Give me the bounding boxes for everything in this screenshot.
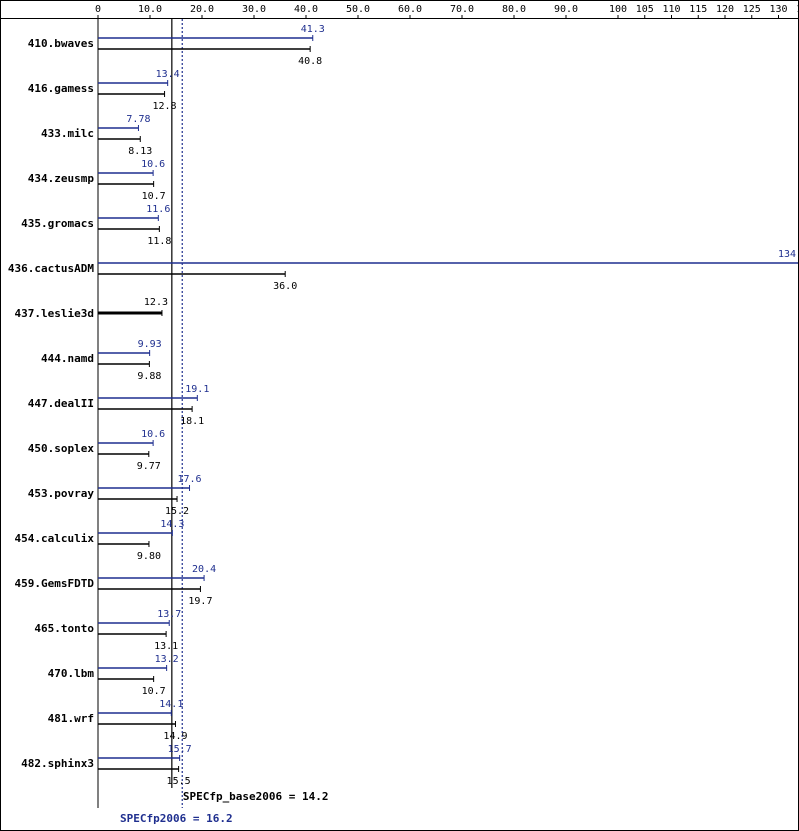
value-label-peak: 10.6	[141, 159, 165, 170]
value-label-base: 15.2	[165, 506, 189, 517]
value-label-base: 12.3	[144, 297, 168, 308]
x-tick-label: 70.0	[450, 4, 474, 15]
x-tick-label: 50.0	[346, 4, 370, 15]
value-label-peak: 9.93	[138, 339, 162, 350]
x-tick-label: 90.0	[554, 4, 578, 15]
x-tick-label: 125	[743, 4, 761, 15]
value-label-peak: 19.1	[185, 384, 209, 395]
value-label-base: 40.8	[298, 56, 322, 67]
x-tick-label: 115	[689, 4, 707, 15]
value-label-base: 18.1	[180, 416, 204, 427]
benchmark-label: 459.GemsFDTD	[15, 577, 95, 590]
value-label-base: 9.80	[137, 551, 161, 562]
x-tick-label: 80.0	[502, 4, 526, 15]
value-label-base: 8.13	[128, 146, 152, 157]
value-label-peak: 13.2	[155, 654, 179, 665]
x-tick-label: 10.0	[138, 4, 162, 15]
value-label-base: 15.5	[167, 776, 191, 787]
value-label-peak: 17.6	[177, 474, 201, 485]
x-tick-label: 40.0	[294, 4, 318, 15]
benchmark-label: 481.wrf	[48, 712, 94, 725]
x-tick-label: 20.0	[190, 4, 214, 15]
x-tick-label: 60.0	[398, 4, 422, 15]
benchmark-label: 434.zeusmp	[28, 172, 95, 185]
benchmark-label: 470.lbm	[48, 667, 95, 680]
benchmark-label: 416.gamess	[28, 82, 94, 95]
benchmark-label: 450.soplex	[28, 442, 95, 455]
benchmark-label: 465.tonto	[34, 622, 94, 635]
benchmark-label: 444.namd	[41, 352, 94, 365]
value-label-peak: 20.4	[192, 564, 216, 575]
x-tick-label: 0	[95, 4, 101, 15]
value-label-base: 10.7	[142, 191, 166, 202]
benchmark-label: 447.dealII	[28, 397, 94, 410]
x-tick-label: 130	[769, 4, 787, 15]
value-label-base: 10.7	[142, 686, 166, 697]
reference-label-peak: SPECfp2006 = 16.2	[120, 812, 233, 825]
x-tick-label: 100	[609, 4, 627, 15]
x-tick-label: 110	[662, 4, 680, 15]
value-label-base: 19.7	[188, 596, 212, 607]
reference-label-base: SPECfp_base2006 = 14.2	[183, 790, 329, 803]
value-label-base: 36.0	[273, 281, 297, 292]
benchmark-label: 410.bwaves	[28, 37, 94, 50]
value-label-peak: 11.6	[146, 204, 170, 215]
benchmark-label: 482.sphinx3	[21, 757, 94, 770]
value-label-base: 9.77	[137, 461, 161, 472]
x-tick-label: 30.0	[242, 4, 266, 15]
value-label-peak: 15.7	[168, 744, 192, 755]
benchmark-label: 433.milc	[41, 127, 94, 140]
value-label-base: 9.88	[137, 371, 161, 382]
value-label-base: 13.1	[154, 641, 178, 652]
x-tick-label: 105	[636, 4, 654, 15]
value-label-peak: 10.6	[141, 429, 165, 440]
value-label-base: 14.9	[163, 731, 187, 742]
value-label-peak: 7.78	[126, 114, 150, 125]
value-label-base: 12.8	[153, 101, 177, 112]
value-label-peak: 13.7	[157, 609, 181, 620]
value-label-peak: 41.3	[301, 24, 325, 35]
value-label-peak: 134	[778, 249, 796, 260]
value-label-peak: 13.4	[156, 69, 180, 80]
value-label-peak: 14.3	[160, 519, 184, 530]
x-tick-label: 120	[716, 4, 734, 15]
value-label-base: 11.8	[147, 236, 171, 247]
benchmark-label: 435.gromacs	[21, 217, 94, 230]
value-label-peak: 14.1	[159, 699, 183, 710]
benchmark-label: 454.calculix	[15, 532, 95, 545]
x-tick-label: 135	[796, 4, 798, 15]
benchmark-label: 453.povray	[28, 487, 95, 500]
benchmark-label: 436.cactusADM	[8, 262, 94, 275]
benchmark-label: 437.leslie3d	[15, 307, 94, 320]
